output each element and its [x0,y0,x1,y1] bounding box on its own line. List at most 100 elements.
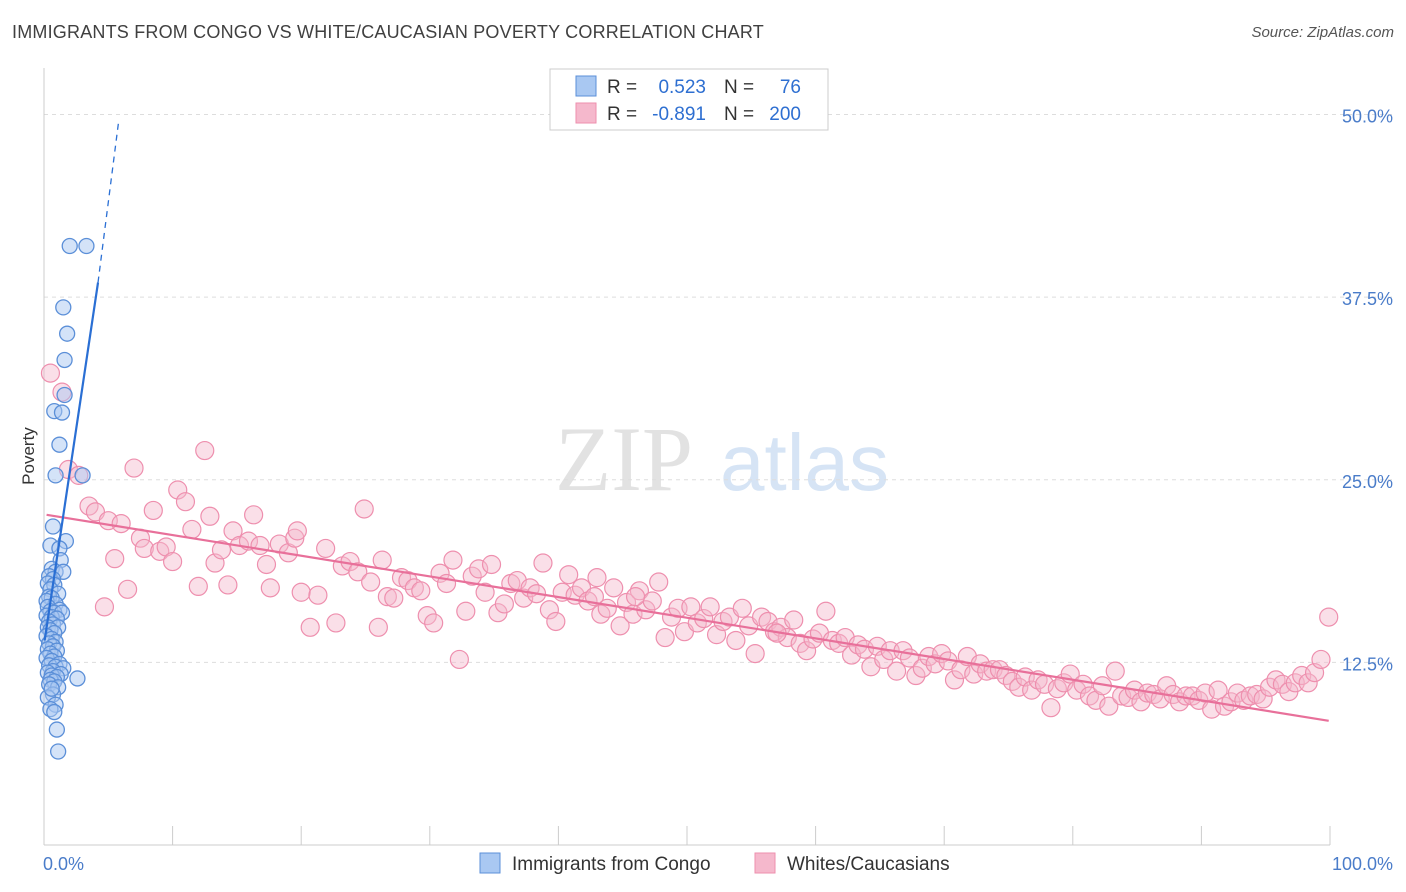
data-point-whites-caucasians [625,587,646,607]
data-point-whites-caucasians [250,535,270,556]
data-point-whites-caucasians [417,606,437,626]
data-point-whites-caucasians [796,641,817,661]
data-point-whites-caucasians [316,538,336,559]
trend-line-extension-immigrants-from-congo [97,121,120,283]
legend-n-label-1: N = [724,77,754,98]
data-point-whites-caucasians [604,578,624,598]
data-point-whites-caucasians [546,611,566,632]
data-point-immigrants-from-congo [49,743,67,760]
data-point-whites-caucasians [587,568,607,588]
data-point-whites-caucasians [111,513,131,534]
data-point-whites-caucasians [539,600,559,620]
y-tick-labels: 12.5% 25.0% 37.5% 50.0% [1342,107,1393,675]
data-point-immigrants-from-congo [53,404,71,421]
legend: R = 0.523 N = 76 R = -0.891 N = 200 [549,68,829,131]
data-point-whites-caucasians [285,528,305,548]
data-point-whites-caucasians [244,505,264,525]
data-point-whites-caucasians [256,554,277,575]
y-tick-label: 25.0% [1342,472,1393,492]
data-point-whites-caucasians [449,649,469,670]
data-point-immigrants-from-congo [69,670,86,687]
data-point-whites-caucasians [200,506,220,526]
data-point-whites-caucasians [816,601,836,621]
data-point-whites-caucasians [211,540,232,560]
legend-r-label-1: R = [607,77,637,98]
data-point-immigrants-from-congo [43,680,60,697]
y-axis-title: Poverty [19,427,38,485]
data-point-whites-caucasians [732,598,752,618]
data-point-whites-caucasians [443,550,463,570]
y-tick-label: 50.0% [1342,107,1393,127]
data-point-whites-caucasians [475,582,495,602]
data-point-whites-caucasians [40,363,61,383]
data-point-whites-caucasians [124,458,144,478]
data-point-whites-caucasians [372,550,392,570]
data-point-immigrants-from-congo [44,518,62,535]
data-point-whites-caucasians [354,499,374,519]
data-point-whites-caucasians [944,670,965,690]
data-point-whites-caucasians [726,630,746,651]
data-point-whites-caucasians [398,570,418,591]
data-point-whites-caucasians [377,587,397,607]
data-point-immigrants-from-congo [58,325,76,342]
data-point-immigrants-from-congo [74,467,91,484]
data-point-immigrants-from-congo [51,436,68,453]
legend-r-value-1: 0.523 [658,77,706,98]
data-point-whites-caucasians [368,617,388,637]
data-point-whites-caucasians [456,601,476,621]
data-point-whites-caucasians [134,538,154,559]
data-point-whites-caucasians [481,554,502,575]
zipatlas-watermark: ZIP atlas [555,408,889,510]
data-point-immigrants-from-congo [56,386,73,404]
data-point-whites-caucasians [182,519,202,540]
x-tick-label-min: 0.0% [43,854,84,874]
data-point-whites-caucasians [175,492,196,512]
series-immigrants-from-congo [38,237,95,760]
data-point-whites-caucasians [163,551,183,572]
data-point-whites-caucasians [494,594,514,614]
data-point-whites-caucasians [649,572,669,592]
data-point-whites-caucasians [308,585,328,605]
data-point-whites-caucasians [384,588,404,608]
data-point-whites-caucasians [700,597,720,617]
data-point-whites-caucasians [1311,649,1331,670]
data-point-whites-caucasians [906,665,926,686]
trend-lines [43,121,1329,722]
data-point-whites-caucasians [597,598,617,618]
data-point-whites-caucasians [655,627,675,648]
data-point-whites-caucasians [300,617,320,637]
legend-n-value-2: 200 [769,104,801,125]
data-point-whites-caucasians [168,480,188,500]
chart-source: Source: ZipAtlas.com [1251,24,1394,41]
data-point-whites-caucasians [326,613,346,633]
data-point-whites-caucasians [117,579,138,599]
chart-title: IMMIGRANTS FROM CONGO VS WHITE/CAUCASIAN… [12,22,764,42]
data-point-whites-caucasians [790,633,810,653]
data-point-whites-caucasians [260,578,280,598]
data-point-whites-caucasians [1105,661,1125,681]
bottom-legend-swatch-blue [479,852,501,874]
data-point-whites-caucasians [1099,696,1119,716]
data-point-whites-caucasians [424,613,444,633]
data-point-whites-caucasians [912,658,932,678]
y-tick-label: 37.5% [1342,289,1393,309]
y-tick-label: 12.5% [1342,654,1393,674]
data-point-whites-caucasians [1253,689,1273,709]
data-point-immigrants-from-congo [48,721,66,738]
data-point-whites-caucasians [469,559,489,579]
trend-line-immigrants-from-congo [43,282,100,641]
legend-n-label-2: N = [724,104,754,125]
data-point-immigrants-from-congo [55,299,72,316]
data-point-whites-caucasians [105,549,125,569]
x-axis-ticks [43,826,1331,845]
legend-swatch-pink [575,102,597,124]
trend-line-whites-caucasians [46,513,1329,722]
x-tick-label-max: 100.0% [1332,854,1393,874]
data-point-whites-caucasians [610,616,630,636]
data-point-whites-caucasians [1298,673,1318,693]
data-point-whites-caucasians [533,553,553,573]
data-point-whites-caucasians [462,566,482,586]
grid-lines [44,114,1393,663]
data-point-whites-caucasians [287,521,307,541]
